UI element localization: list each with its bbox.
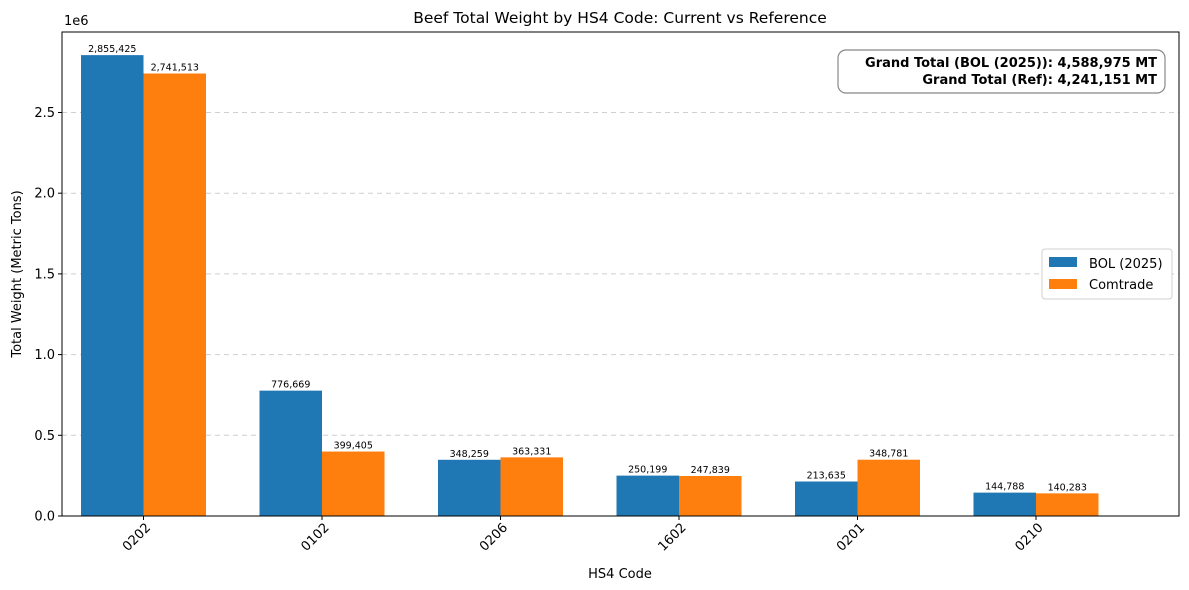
y-axis-label: Total Weight (Metric Tons) xyxy=(10,190,25,358)
bar-0201-comtrade xyxy=(857,459,920,516)
data-label: 348,781 xyxy=(869,449,908,460)
y-tick-label: 0.5 xyxy=(34,429,55,444)
data-label: 348,259 xyxy=(450,449,489,460)
legend-swatch-bol xyxy=(1049,257,1077,267)
grand-totals-annotation: Grand Total (BOL (2025)): 4,588,975 MT G… xyxy=(837,49,1166,94)
grand-totals-box xyxy=(837,49,1166,94)
y-tick-label: 1.0 xyxy=(34,348,55,363)
bar-0206-bol xyxy=(438,459,501,516)
bar-1602-bol xyxy=(616,475,679,516)
y-tick-label: 2.5 xyxy=(34,106,55,121)
y-tick-label: 1.5 xyxy=(34,267,55,282)
data-label: 213,635 xyxy=(807,471,846,482)
bar-0210-comtrade xyxy=(1036,493,1099,516)
data-label: 2,741,513 xyxy=(151,63,199,74)
bar-0206-comtrade xyxy=(500,457,563,516)
x-axis-label: HS4 Code xyxy=(588,567,652,582)
data-label: 399,405 xyxy=(334,441,373,452)
y-axis: 0.0 0.5 1.0 1.5 2.0 2.5 xyxy=(34,106,62,525)
bar-0202-bol xyxy=(81,55,144,516)
y-tick-label: 2.0 xyxy=(34,187,55,202)
data-label: 140,283 xyxy=(1048,482,1087,493)
x-tick-label: 0102 xyxy=(299,521,333,555)
data-label: 363,331 xyxy=(512,446,551,457)
grid-lines xyxy=(62,111,1179,436)
grand-total-bol: Grand Total (BOL (2025)): 4,588,975 MT xyxy=(865,56,1157,71)
data-label: 144,788 xyxy=(985,482,1024,493)
data-label: 247,839 xyxy=(691,465,730,476)
data-label: 776,669 xyxy=(271,380,310,391)
x-tick-label: 0202 xyxy=(120,521,154,555)
bars xyxy=(81,55,1099,517)
x-tick-label: 0206 xyxy=(477,521,511,555)
bar-0102-bol xyxy=(259,390,322,516)
x-tick-label: 1602 xyxy=(656,521,690,555)
data-labels: 2,855,425 2,741,513 776,669 399,405 348,259 3… xyxy=(88,44,1087,493)
y-tick-label: 0.0 xyxy=(34,510,55,525)
legend-swatch-comtrade xyxy=(1049,279,1077,289)
data-label: 2,855,425 xyxy=(88,44,136,55)
bar-1602-comtrade xyxy=(679,475,742,516)
y-axis-multiplier: 1e6 xyxy=(64,14,89,29)
chart-title: Beef Total Weight by HS4 Code: Current v… xyxy=(413,9,827,27)
x-tick-label: 0201 xyxy=(834,521,868,555)
legend: BOL (2025) Comtrade xyxy=(1041,248,1173,300)
grand-total-ref: Grand Total (Ref): 4,241,151 MT xyxy=(922,73,1157,88)
bar-0201-bol xyxy=(795,481,858,516)
x-axis: 0202 0102 0206 1602 0201 0210 xyxy=(120,516,1047,555)
legend-label-comtrade: Comtrade xyxy=(1089,278,1153,293)
x-tick-label: 0210 xyxy=(1013,521,1047,555)
bar-0202-comtrade xyxy=(143,73,206,517)
data-label: 250,199 xyxy=(628,465,667,476)
bar-0210-bol xyxy=(973,492,1036,516)
bar-0102-comtrade xyxy=(322,451,385,516)
legend-label-bol: BOL (2025) xyxy=(1089,257,1163,272)
